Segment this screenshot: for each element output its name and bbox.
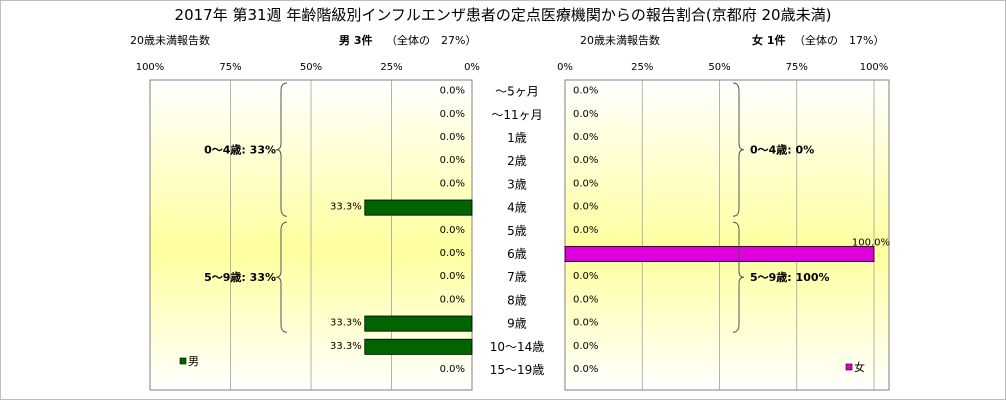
female-value-label: 100.0%: [852, 237, 890, 248]
left-group-label: 5～9歳: 33%: [204, 270, 276, 284]
female-header-left: 20歳未満報告数: [580, 34, 660, 47]
male-value-label: 0.0%: [440, 364, 465, 375]
age-category-label: 10～14歳: [490, 340, 545, 354]
male-value-label: 0.0%: [440, 155, 465, 166]
female-header: 女 1件: [752, 33, 785, 47]
male-value-label: 0.0%: [440, 109, 465, 120]
legend-female-label: 女: [854, 360, 865, 374]
male-value-label: 0.0%: [440, 248, 465, 259]
male-value-label: 0.0%: [440, 86, 465, 97]
male-value-label: 33.3%: [330, 341, 362, 352]
age-category-label: 9歳: [507, 317, 527, 331]
male-header-note: （全体の 27%）: [386, 33, 476, 47]
age-category-label: 1歳: [507, 131, 527, 145]
female-x-tick: 25%: [631, 62, 653, 73]
male-x-tick: 25%: [380, 62, 402, 73]
female-value-label: 0.0%: [573, 271, 598, 282]
male-header: 男 3件: [339, 33, 372, 47]
male-value-label: 33.3%: [330, 318, 362, 329]
male-bar: [364, 338, 473, 355]
female-value-label: 0.0%: [573, 294, 598, 305]
male-bar: [364, 199, 473, 216]
left-group-label: 0～4歳: 33%: [204, 143, 276, 157]
female-value-label: 0.0%: [573, 178, 598, 189]
female-value-label: 0.0%: [573, 225, 598, 236]
legend-male-label: 男: [188, 355, 199, 368]
male-x-tick: 75%: [219, 62, 241, 73]
male-x-tick: 100%: [136, 62, 165, 73]
male-x-tick: 50%: [300, 62, 322, 73]
male-x-tick: 0%: [464, 62, 480, 73]
legend-female-swatch: [845, 363, 853, 371]
left-group-bracket: [275, 82, 288, 217]
age-category-label: 15～19歳: [490, 363, 545, 377]
age-category-label: 4歳: [507, 201, 527, 215]
age-category-label: 3歳: [507, 177, 527, 191]
age-category-label: 6歳: [507, 247, 527, 261]
female-plot-area: [564, 79, 890, 391]
male-header-left: 20歳未満報告数: [130, 34, 210, 47]
age-category-label: 5歳: [507, 224, 527, 238]
legend-male-swatch: [179, 357, 187, 365]
female-x-tick: 0%: [557, 62, 573, 73]
age-category-label: 2歳: [507, 154, 527, 168]
male-value-label: 0.0%: [440, 271, 465, 282]
right-group-bracket: [732, 82, 745, 217]
female-value-label: 0.0%: [573, 364, 598, 375]
male-value-label: 0.0%: [440, 132, 465, 143]
male-value-label: 0.0%: [440, 178, 465, 189]
female-value-label: 0.0%: [573, 155, 598, 166]
female-value-label: 0.0%: [573, 86, 598, 97]
female-bar: [564, 245, 875, 262]
age-category-label: ～11ヶ月: [491, 108, 542, 122]
male-bar: [364, 315, 473, 332]
female-x-tick: 50%: [708, 62, 730, 73]
right-group-label: 5～9歳: 100%: [750, 270, 830, 284]
female-value-label: 0.0%: [573, 109, 598, 120]
right-group-bracket: [732, 221, 745, 333]
male-value-label: 0.0%: [440, 225, 465, 236]
female-x-tick: 100%: [860, 62, 889, 73]
right-group-label: 0～4歳: 0%: [750, 143, 814, 157]
female-value-label: 0.0%: [573, 318, 598, 329]
left-group-bracket: [275, 221, 288, 333]
male-value-label: 33.3%: [330, 202, 362, 213]
female-value-label: 0.0%: [573, 341, 598, 352]
female-header-note: （全体の 17%）: [794, 33, 884, 47]
age-category-label: ～5ヶ月: [495, 85, 539, 99]
male-value-label: 0.0%: [440, 294, 465, 305]
age-category-label: 7歳: [507, 270, 527, 284]
age-category-label: 8歳: [507, 293, 527, 307]
female-x-tick: 75%: [786, 62, 808, 73]
female-value-label: 0.0%: [573, 132, 598, 143]
female-value-label: 0.0%: [573, 202, 598, 213]
chart-title: 2017年 第31週 年齢階級別インフルエンザ患者の定点医療機関からの報告割合(…: [175, 6, 832, 24]
